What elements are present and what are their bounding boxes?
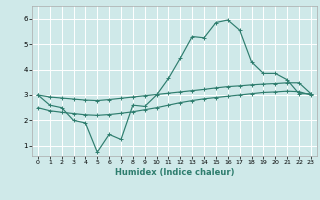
X-axis label: Humidex (Indice chaleur): Humidex (Indice chaleur): [115, 168, 234, 177]
